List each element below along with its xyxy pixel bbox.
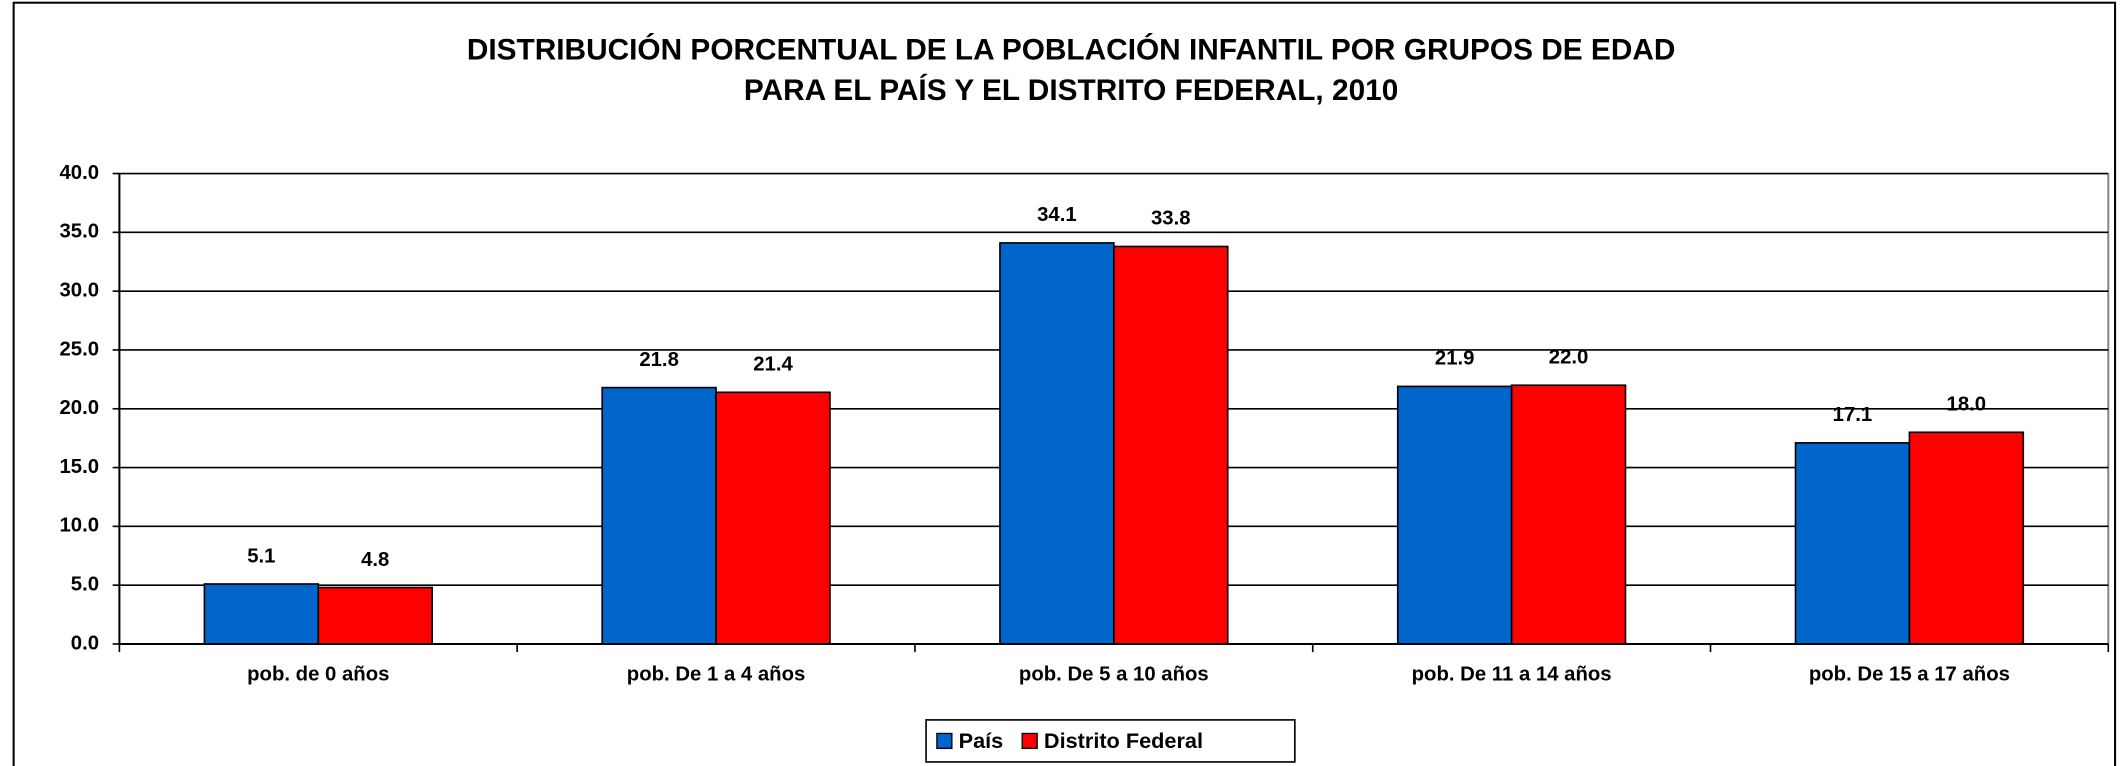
bar — [999, 242, 1115, 645]
bar — [1510, 384, 1627, 645]
x-tick-label: pob. De 15 a 17 años — [1809, 664, 2010, 686]
legend-label: Distrito Federal — [1044, 728, 1203, 753]
bar — [715, 391, 831, 645]
legend-box — [925, 719, 1296, 763]
y-tick-label: 40.0 — [59, 162, 99, 184]
legend-swatch — [936, 732, 953, 750]
value-label: 21.9 — [1435, 348, 1475, 370]
value-label: 4.8 — [361, 549, 389, 571]
y-tick-label: 25.0 — [59, 338, 99, 360]
y-tick-label: 5.0 — [71, 574, 99, 596]
y-tick-label: 10.0 — [59, 515, 99, 537]
bar — [1794, 442, 1911, 645]
value-label: 34.1 — [1037, 204, 1077, 226]
legend-label: País — [959, 728, 1004, 753]
bar — [1113, 245, 1229, 645]
chart-title: PARA EL PAÍS Y EL DISTRITO FEDERAL, 2010 — [744, 73, 1398, 107]
x-tick-label: pob. de 0 años — [247, 664, 389, 686]
y-tick-label: 35.0 — [59, 221, 99, 243]
value-label: 21.8 — [639, 349, 679, 371]
legend-swatch — [1021, 732, 1038, 750]
chart-title: DISTRIBUCIÓN PORCENTUAL DE LA POBLACIÓN … — [467, 32, 1676, 66]
x-tick-label: pob. De 1 a 4 años — [627, 664, 806, 686]
value-label: 21.4 — [753, 354, 793, 376]
x-tick-label: pob. De 5 a 10 años — [1019, 664, 1209, 686]
value-label: 17.1 — [1833, 404, 1873, 426]
y-tick-label: 0.0 — [71, 632, 99, 654]
y-tick-label: 30.0 — [59, 280, 99, 302]
value-label: 5.1 — [247, 545, 275, 567]
bar — [203, 583, 320, 645]
value-label: 22.0 — [1549, 346, 1589, 368]
bar — [317, 586, 433, 645]
bar — [601, 386, 717, 645]
y-tick-label: 15.0 — [59, 456, 99, 478]
value-label: 33.8 — [1151, 208, 1191, 230]
value-label: 18.0 — [1947, 394, 1987, 416]
y-tick-label: 20.0 — [59, 397, 99, 419]
bar — [1396, 385, 1513, 645]
x-tick-label: pob. De 11 a 14 años — [1412, 664, 1612, 686]
bar — [1908, 431, 2025, 645]
